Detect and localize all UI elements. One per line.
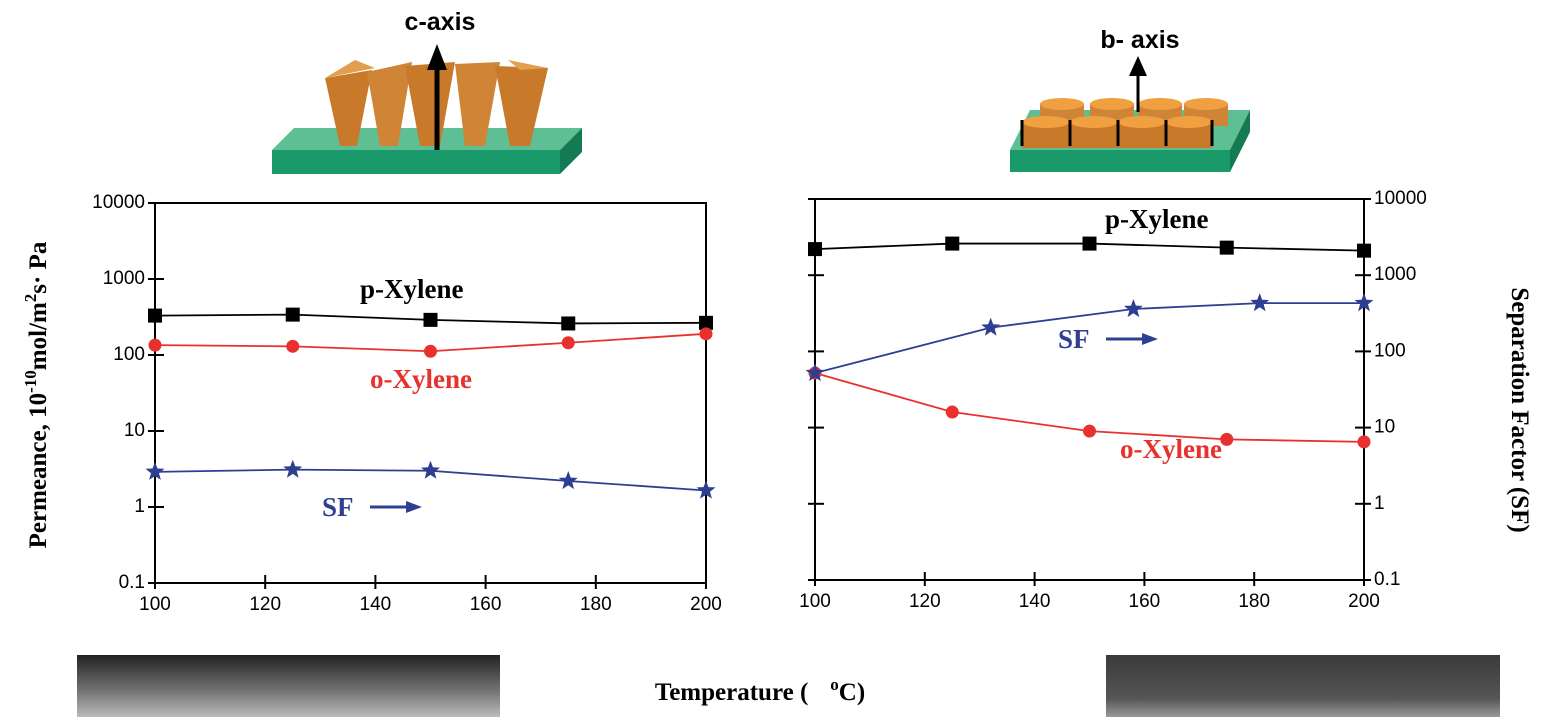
marker: [148, 309, 162, 323]
x-tick-label: 200: [690, 594, 722, 615]
y-tick-label: 100: [113, 344, 145, 365]
y2-tick-label: 1: [1374, 493, 1385, 514]
marker: [286, 308, 300, 322]
marker: [1220, 241, 1234, 255]
marker: [1124, 299, 1143, 317]
y2-tick-label: 100: [1374, 340, 1406, 361]
marker: [1358, 435, 1371, 448]
x-tick-label: 180: [580, 594, 612, 615]
marker: [981, 318, 1000, 336]
y-tick-label: 1: [134, 496, 145, 517]
schematic-b-axis: [1010, 56, 1250, 172]
y-label-part: s· Pa: [25, 241, 52, 294]
sem-image: [1106, 655, 1500, 717]
x-tick-label: 180: [1238, 591, 1270, 612]
schematic-c-axis: [272, 44, 582, 174]
series-label: p-Xylene: [1105, 204, 1209, 234]
marker: [562, 336, 575, 349]
marker: [424, 345, 437, 358]
marker: [1357, 244, 1371, 258]
x-tick-label: 200: [1348, 591, 1380, 612]
marker: [945, 237, 959, 251]
marker: [808, 242, 822, 256]
marker: [1083, 237, 1097, 251]
marker: [1220, 433, 1233, 446]
marker: [1250, 293, 1269, 311]
x-label-part: C): [839, 679, 865, 706]
marker: [559, 471, 578, 489]
marker: [700, 327, 713, 340]
marker: [149, 339, 162, 352]
x-tick-label: 100: [799, 591, 831, 612]
x-tick-label: 160: [470, 594, 502, 615]
plot-frame: [815, 199, 1364, 580]
y2-tick-label: 10000: [1374, 188, 1427, 209]
marker: [946, 406, 959, 419]
y-tick-label: 10: [124, 420, 145, 441]
x-label-part: o: [830, 675, 839, 694]
y-tick-label: 10000: [92, 192, 145, 213]
x-tick-label: 160: [1129, 591, 1161, 612]
series-label: SF: [1058, 324, 1090, 354]
y-label-part: 2: [21, 294, 40, 303]
schematic-label: b- axis: [1100, 26, 1179, 54]
schematic-label: c-axis: [405, 8, 476, 36]
figure: c-axis b- axis Permeance, 10-10mol/m2s· …: [0, 0, 1542, 717]
series-label: o-Xylene: [1120, 434, 1222, 464]
y-axis-label: Permeance, 10-10mol/m2s· Pa: [21, 241, 52, 548]
x-tick-label: 120: [249, 594, 281, 615]
x-tick-label: 140: [1019, 591, 1051, 612]
marker: [424, 313, 438, 327]
x-axis-label: Temperature ( oC): [655, 675, 865, 706]
x-tick-label: 120: [909, 591, 941, 612]
marker: [283, 460, 302, 478]
x-label-part: Temperature (: [655, 679, 808, 706]
arrow-head: [1142, 333, 1158, 345]
y2-tick-label: 0.1: [1374, 569, 1400, 590]
marker: [286, 340, 299, 353]
series-label: SF: [322, 492, 354, 522]
y-label-part: -10: [21, 370, 40, 393]
y-label-part: Permeance, 10: [25, 393, 52, 548]
y2-tick-label: 1000: [1374, 264, 1416, 285]
y-label-part: mol/m: [25, 302, 52, 370]
marker: [421, 461, 440, 479]
marker: [1083, 425, 1096, 438]
y2-axis-label: Separation Factor (SF): [1506, 287, 1533, 532]
sem-image: [77, 655, 500, 717]
series-label: o-Xylene: [370, 364, 472, 394]
x-tick-label: 100: [139, 594, 171, 615]
y-tick-label: 1000: [103, 268, 145, 289]
arrow-head: [406, 501, 422, 513]
y2-tick-label: 10: [1374, 417, 1395, 438]
series-label: p-Xylene: [360, 274, 464, 304]
x-tick-label: 140: [360, 594, 392, 615]
marker: [561, 316, 575, 330]
y-tick-label: 0.1: [119, 572, 145, 593]
